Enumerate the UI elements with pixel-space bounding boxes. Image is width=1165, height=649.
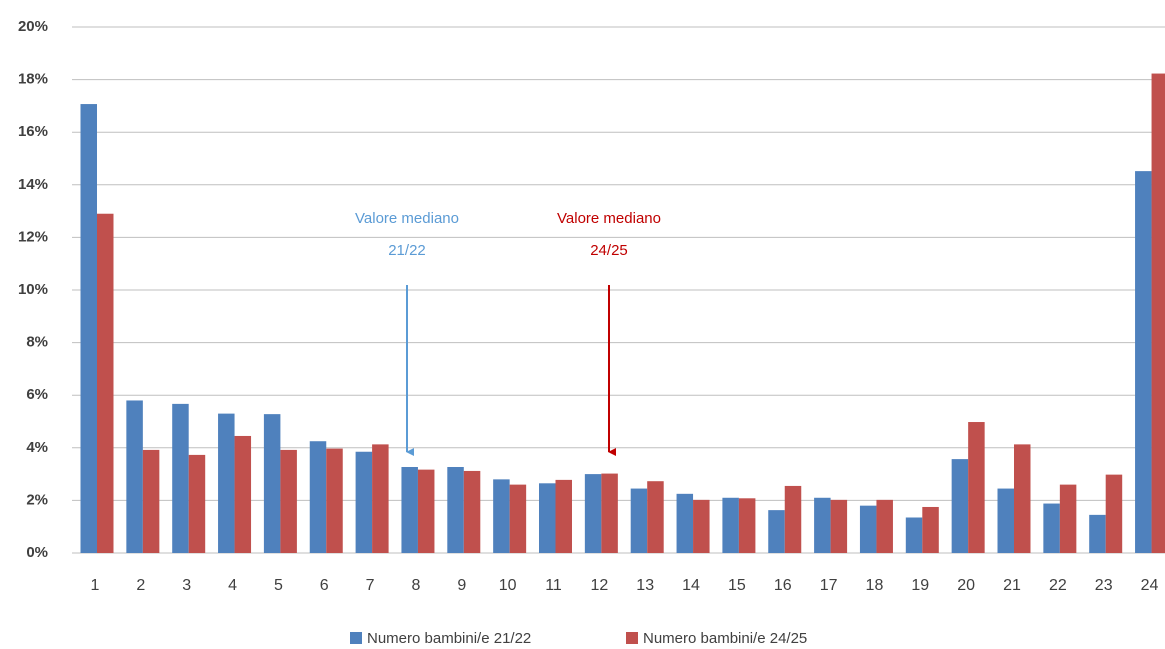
bar [263,414,281,553]
x-tick-label: 8 [411,577,420,594]
bar [539,483,556,553]
x-tick-label: 23 [1095,577,1113,594]
bar [968,422,985,553]
x-tick-label: 18 [866,577,884,594]
bar [905,517,923,553]
x-tick-label: 20 [957,577,975,594]
bar [922,506,939,553]
y-tick-label: 14% [18,176,48,193]
x-tick-label: 12 [590,577,608,594]
x-tick-label: 11 [545,577,562,594]
bar [647,481,664,553]
bar [417,469,435,553]
bar [188,454,206,553]
x-tick-label: 14 [682,577,700,594]
bar [309,441,327,553]
x-tick-label: 19 [911,577,929,594]
bar [601,473,618,553]
y-tick-label: 16% [18,123,48,140]
bar [1105,474,1123,553]
x-tick-label: 22 [1049,577,1067,594]
x-tick-label: 21 [1003,577,1021,594]
x-tick-label: 5 [274,577,283,594]
x-tick-label: 9 [457,577,466,594]
annotation-text: Valore mediano [355,210,459,227]
bar [951,459,969,553]
bar [676,493,694,553]
x-tick-label: 10 [499,577,517,594]
bar [584,474,602,553]
x-tick-label: 4 [228,577,237,594]
legend-label: Numero bambini/e 24/25 [643,630,807,647]
x-tick-label: 17 [820,577,838,594]
annotation-text: 21/22 [388,242,426,259]
x-tick-label: 13 [636,577,654,594]
bar [1135,171,1152,553]
legend-swatch [350,632,362,644]
y-tick-label: 10% [18,281,48,298]
x-tick-label: 24 [1141,577,1159,594]
x-tick-label: 15 [728,577,746,594]
x-tick-label: 6 [320,577,329,594]
bar [509,484,527,553]
bar [234,435,252,553]
bar [738,498,756,553]
bar [876,499,893,553]
bar [447,466,464,553]
bar [218,413,235,553]
bar [1151,73,1165,554]
y-tick-label: 2% [26,491,48,508]
bar [997,488,1014,553]
y-tick-label: 20% [18,18,48,35]
bar [326,448,343,553]
bar [814,497,831,553]
bar [555,479,572,553]
bar [172,403,189,553]
bar [830,499,848,553]
bar [1014,444,1031,553]
y-tick-label: 12% [18,228,48,245]
y-tick-label: 18% [18,71,48,88]
bar [142,449,160,553]
bar [630,488,648,553]
annotation-text: 24/25 [590,242,628,259]
bar [126,400,143,553]
legend-label: Numero bambini/e 21/22 [367,630,531,647]
y-tick-label: 0% [26,544,48,561]
bar [401,466,418,553]
bar [693,499,710,553]
x-tick-label: 16 [774,577,792,594]
x-tick-label: 1 [91,577,100,594]
y-tick-label: 8% [26,334,48,351]
bar [784,485,802,553]
bar [493,479,510,553]
bar [80,104,97,554]
annotation-text: Valore mediano [557,210,661,227]
bar [280,449,297,553]
bar [1089,514,1106,553]
x-tick-label: 7 [366,577,375,594]
bar [97,213,114,554]
bar [372,444,389,553]
legend-swatch [626,632,638,644]
x-tick-label: 3 [182,577,191,594]
bar [1059,484,1077,553]
y-tick-label: 6% [26,386,48,403]
bar [355,451,373,553]
bar [859,505,877,553]
bar [768,510,785,553]
x-tick-label: 2 [136,577,145,594]
bar [1043,503,1060,553]
y-tick-label: 4% [26,439,48,456]
bar [722,497,739,553]
bar [463,470,481,553]
